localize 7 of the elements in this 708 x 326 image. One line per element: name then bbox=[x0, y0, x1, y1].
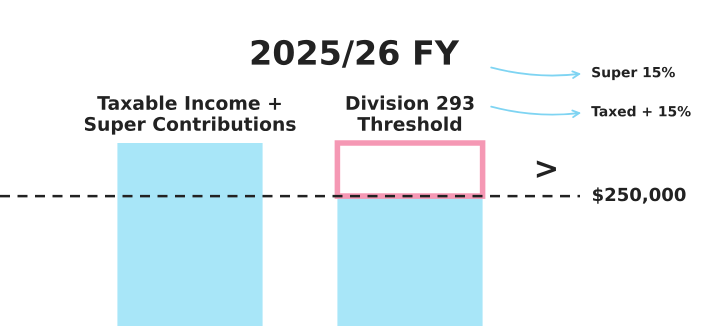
text: Taxed + 15% bbox=[591, 106, 691, 116]
x-tick-label: Taxable Income + Super Contributions bbox=[84, 96, 296, 135]
annotation: > bbox=[536, 160, 556, 178]
x-tick-label: Division 293 Threshold bbox=[346, 96, 474, 132]
text: $250,000 bbox=[593, 187, 686, 204]
chart-title: 2025/26 FY bbox=[252, 40, 460, 68]
text: Super 15% bbox=[592, 66, 675, 80]
